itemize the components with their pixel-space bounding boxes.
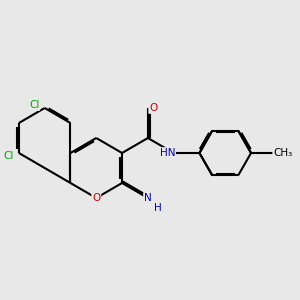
Text: O: O xyxy=(149,103,158,113)
Text: CH₃: CH₃ xyxy=(273,148,292,158)
Text: Cl: Cl xyxy=(29,100,39,110)
Text: Cl: Cl xyxy=(3,151,14,161)
Text: H: H xyxy=(154,203,162,214)
Text: N: N xyxy=(144,193,152,203)
Text: HN: HN xyxy=(160,148,175,158)
Text: O: O xyxy=(92,193,100,203)
